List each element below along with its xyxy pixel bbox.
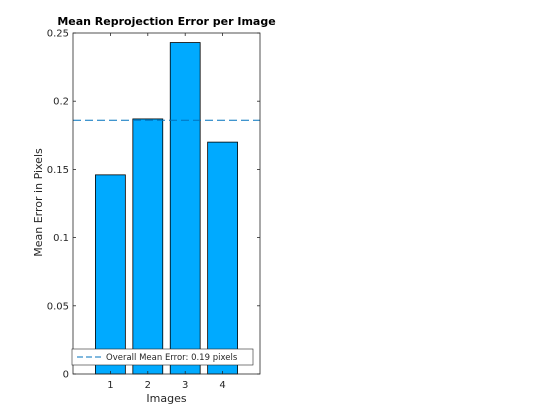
x-tick-label: 4: [219, 380, 225, 391]
bar-image-4: [207, 141, 238, 375]
y-tick-label: 0.05: [47, 301, 69, 312]
x-tick-label: 2: [145, 380, 151, 391]
x-ticks-layer: 1 2 3 4: [107, 33, 226, 391]
bar-image-2: [132, 118, 164, 375]
axes-box: [72, 32, 261, 375]
y-tick-label: 0.2: [53, 97, 69, 108]
y-ticks-layer: 0 0.05 0.1 0.15 0.2 0.25: [47, 29, 260, 381]
y-axis-label: Mean Error in Pixels: [32, 148, 45, 257]
y-tick-label: 0.25: [47, 29, 69, 40]
y-tick-label: 0.1: [53, 233, 69, 244]
y-tick-label: 0.15: [47, 165, 69, 176]
bars-layer: [95, 42, 238, 375]
chart-title: Mean Reprojection Error per Image: [57, 15, 275, 28]
x-tick-label: 1: [107, 380, 113, 391]
legend-box: [71, 348, 254, 366]
bar-image-3: [169, 42, 201, 375]
x-tick-label: 3: [182, 380, 188, 391]
bar-image-1: [95, 174, 126, 375]
y-tick-label: 0: [63, 370, 69, 381]
x-axis-label: Images: [146, 392, 186, 405]
legend: Overall Mean Error: 0.19 pixels: [71, 348, 254, 366]
legend-entry-label: Overall Mean Error: 0.19 pixels: [106, 353, 238, 363]
